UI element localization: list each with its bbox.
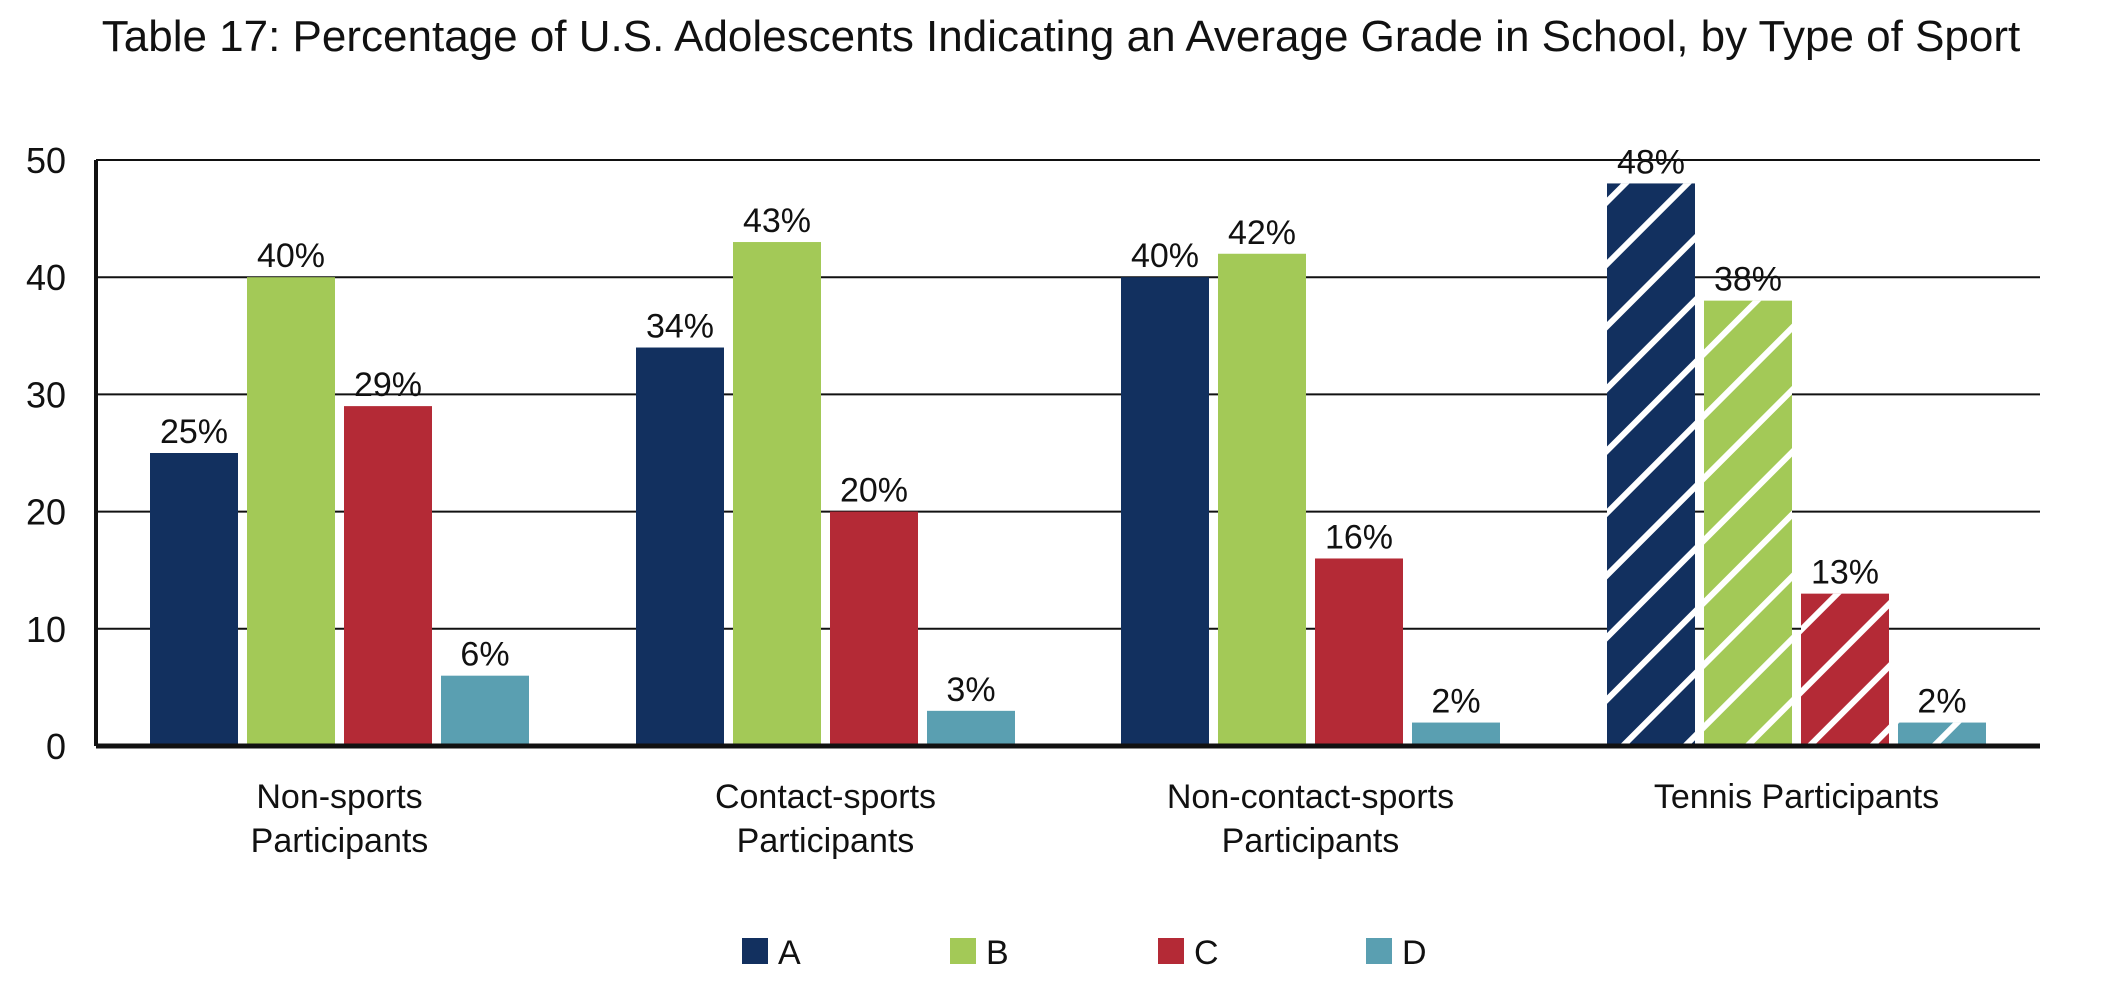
bar-b-2 [733, 242, 821, 747]
y-tick-label: 20 [26, 492, 66, 533]
data-label: 48% [1617, 143, 1685, 181]
bar-a-1 [150, 453, 238, 746]
data-label: 40% [257, 237, 325, 275]
x-tick-label: Contact-sports [715, 778, 936, 816]
data-label: 34% [646, 308, 714, 346]
x-tick-label: Participants [1222, 822, 1400, 860]
y-tick-label: 50 [26, 140, 66, 181]
legend-label-b: B [986, 934, 1009, 972]
bar-a-2 [636, 347, 724, 746]
x-axis-labels: Non-sports Participants Contact-sports Part… [251, 778, 1940, 860]
bar-c-3 [1315, 558, 1403, 746]
legend-label-a: A [778, 934, 801, 972]
data-label: 40% [1131, 237, 1199, 275]
x-tick-label: Participants [251, 822, 429, 860]
data-label: 6% [460, 636, 509, 674]
data-label: 20% [840, 472, 908, 510]
legend-swatch-d [1366, 938, 1392, 964]
bar-b-1 [247, 277, 335, 746]
legend-swatch-b [950, 938, 976, 964]
bar-c-1 [344, 406, 432, 746]
data-label: 2% [1917, 683, 1966, 721]
data-label: 25% [160, 413, 228, 451]
chart-title: Table 17: Percentage of U.S. Adolescents… [101, 12, 2021, 61]
y-axis-ticks: 0 10 20 30 40 50 [26, 140, 66, 767]
y-tick-label: 0 [46, 726, 66, 767]
bar-c-2 [830, 511, 918, 746]
legend: A B C D [742, 934, 1427, 972]
axes [94, 160, 2040, 749]
data-label: 16% [1325, 518, 1393, 556]
data-label: 29% [354, 366, 422, 404]
bar-hatch-overlay [1898, 722, 1986, 746]
x-tick-label: Non-contact-sports [1167, 778, 1454, 816]
data-label: 43% [743, 202, 811, 240]
data-label: 2% [1431, 683, 1480, 721]
x-tick-label: Participants [737, 822, 915, 860]
legend-swatch-c [1158, 938, 1184, 964]
bar-a-3 [1121, 277, 1209, 746]
bar-b-3 [1218, 253, 1306, 746]
bar-d-2 [927, 710, 1015, 746]
bars [150, 183, 1986, 747]
x-tick-label: Tennis Participants [1654, 778, 1939, 816]
data-label: 38% [1714, 261, 1782, 299]
data-label: 13% [1811, 554, 1879, 592]
bar-d-1 [441, 675, 529, 746]
y-tick-label: 40 [26, 257, 66, 298]
bar-hatch-overlay [1704, 300, 1792, 746]
data-label: 3% [946, 671, 995, 709]
bar-hatch-overlay [1801, 593, 1889, 746]
y-tick-label: 10 [26, 609, 66, 650]
legend-swatch-a [742, 938, 768, 964]
y-tick-label: 30 [26, 374, 66, 415]
data-label: 42% [1228, 214, 1296, 252]
bar-d-3 [1412, 722, 1500, 746]
data-labels: 25% 40% 29% 6% 34% 43% 20% 3% 40% 42% 16% 2% 48% 38% 1… [160, 143, 1967, 720]
bar-hatch-overlay [1607, 183, 1695, 746]
legend-label-c: C [1194, 934, 1219, 972]
legend-label-d: D [1402, 934, 1427, 972]
x-tick-label: Non-sports [256, 778, 422, 816]
